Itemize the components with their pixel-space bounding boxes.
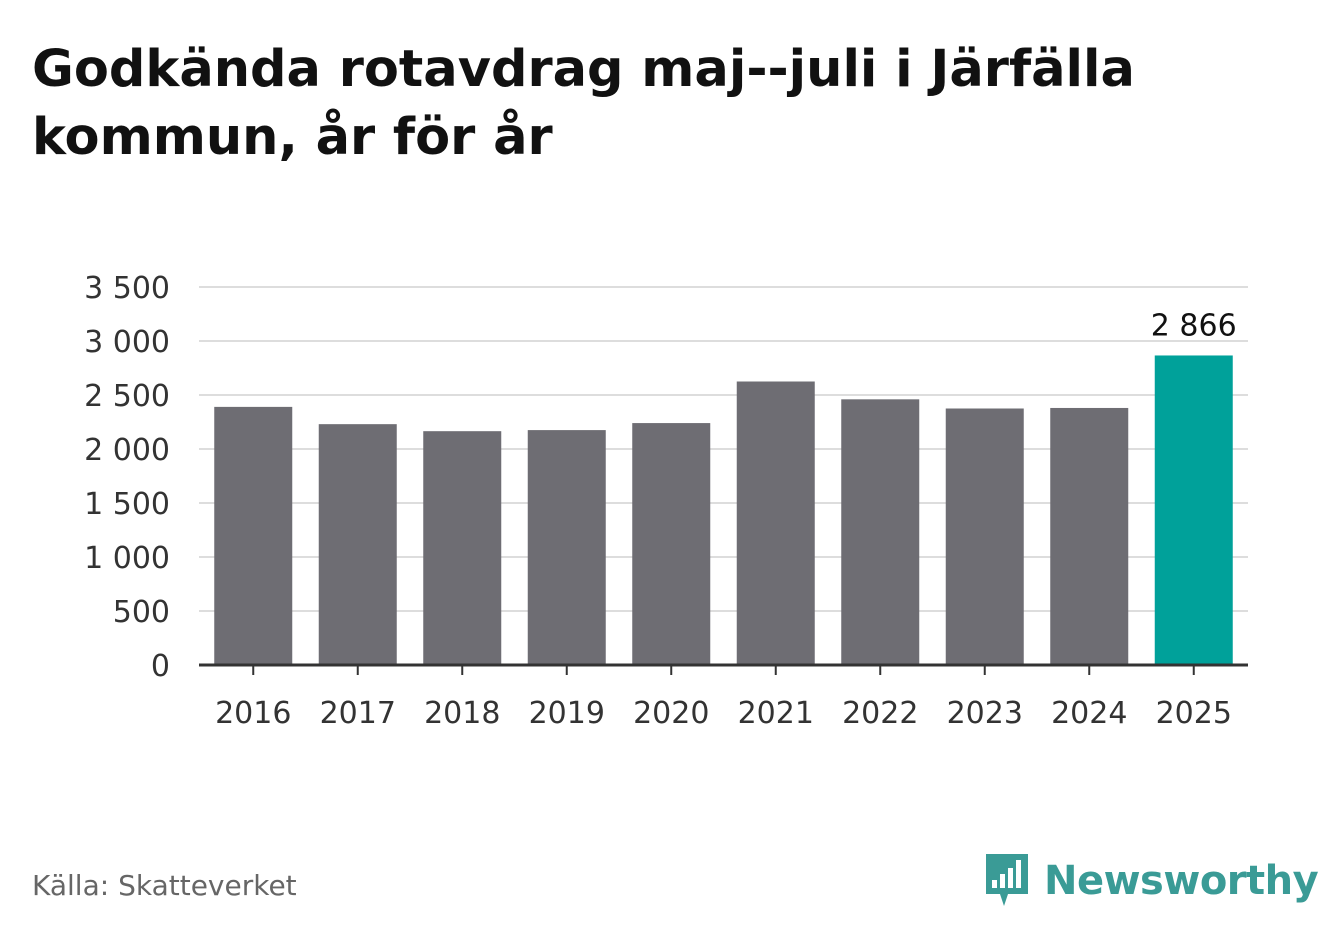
bar-2021	[736, 381, 815, 665]
bar-2024	[1050, 407, 1129, 665]
y-tick-label: 2 500	[84, 379, 170, 414]
newsworthy-chart-bubble-icon	[986, 854, 1028, 906]
bar-2022	[841, 399, 920, 665]
y-tick-label: 0	[151, 649, 170, 684]
x-tick-label: 2021	[738, 696, 814, 731]
x-tick-label: 2023	[947, 696, 1023, 731]
data-label: 2 866	[1151, 308, 1237, 343]
source-note: Källa: Skatteverket	[32, 869, 297, 902]
bar-2020	[632, 423, 711, 665]
bar-2018	[423, 431, 502, 665]
bar-2023	[945, 408, 1024, 665]
x-tick-label: 2019	[529, 696, 605, 731]
x-tick-label: 2022	[842, 696, 918, 731]
x-tick-label: 2017	[320, 696, 396, 731]
bar-2025	[1154, 355, 1233, 665]
y-tick-label: 1 500	[84, 487, 170, 522]
newsworthy-logo: Newsworthy	[982, 850, 1319, 912]
bar-2016	[214, 406, 293, 665]
bar-2017	[318, 424, 397, 665]
x-tick-label: 2018	[424, 696, 500, 731]
x-tick-label: 2024	[1051, 696, 1127, 731]
x-tick-label: 2020	[633, 696, 709, 731]
y-tick-label: 500	[113, 595, 170, 630]
y-tick-label: 3 000	[84, 325, 170, 360]
y-tick-label: 2 000	[84, 433, 170, 468]
x-tick-label: 2016	[215, 696, 291, 731]
y-tick-label: 1 000	[84, 541, 170, 576]
x-tick-label: 2025	[1156, 696, 1232, 731]
bar-2019	[527, 430, 606, 665]
logo-text: Newsworthy	[1044, 858, 1319, 904]
y-tick-label: 3 500	[84, 271, 170, 306]
chart-title: Godkända rotavdrag maj--juli i Järfälla …	[32, 40, 1135, 167]
